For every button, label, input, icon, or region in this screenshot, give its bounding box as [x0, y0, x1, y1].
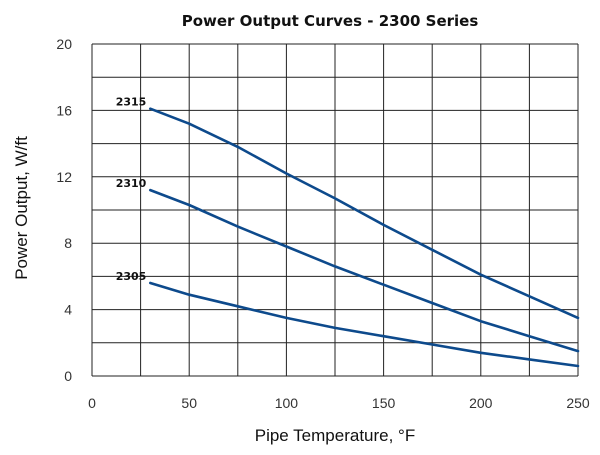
x-axis-ticks: 0 50 100 150 200 250 — [88, 395, 590, 411]
y-tick-label: 16 — [56, 102, 72, 118]
series-label-2305: 2305 — [116, 270, 147, 283]
x-axis-label: Pipe Temperature, °F — [255, 426, 416, 445]
x-tick-label: 150 — [372, 395, 396, 411]
x-tick-label: 0 — [88, 395, 96, 411]
y-tick-label: 12 — [56, 169, 72, 185]
chart-title: Power Output Curves - 2300 Series — [182, 12, 479, 30]
y-tick-label: 0 — [64, 368, 72, 384]
series-line-2305 — [149, 281, 580, 368]
y-tick-label: 8 — [64, 235, 72, 251]
x-tick-label: 250 — [566, 395, 590, 411]
series-line-2310 — [149, 188, 580, 353]
series-label-2315: 2315 — [116, 96, 147, 109]
grid — [91, 43, 579, 377]
y-axis-ticks: 0 4 8 12 16 20 — [56, 36, 72, 384]
x-tick-label: 100 — [275, 395, 299, 411]
y-tick-label: 20 — [56, 36, 72, 52]
x-tick-label: 50 — [181, 395, 197, 411]
series-line-2315 — [149, 107, 580, 320]
x-tick-label: 200 — [469, 395, 493, 411]
series-label-2310: 2310 — [116, 177, 147, 190]
y-tick-label: 4 — [64, 302, 72, 318]
series-group: 2315 2310 2305 — [116, 96, 580, 368]
y-axis-label: Power Output, W/ft — [12, 136, 31, 280]
